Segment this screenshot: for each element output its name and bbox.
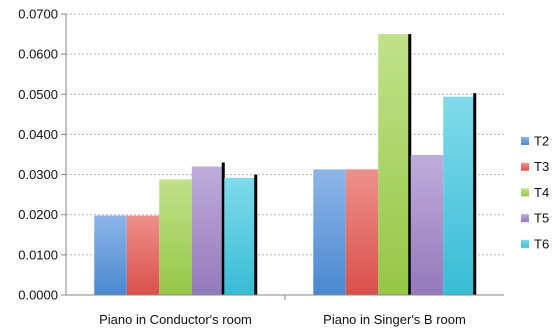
bar-t6-2 (443, 96, 476, 296)
y-tick-label: 0.0100 (18, 247, 58, 262)
bar-t4-1 (159, 179, 192, 295)
legend-label-t5: T5 (534, 211, 549, 226)
bars (94, 34, 477, 296)
legend-swatch-t2 (521, 137, 529, 145)
legend-label-t3: T3 (534, 159, 549, 174)
y-tick-label: 0.0300 (18, 167, 58, 182)
legend-swatch-t4 (521, 188, 529, 197)
bar-t3-1 (126, 215, 160, 295)
bar-t5-2 (410, 154, 444, 295)
legend-label-t4: T4 (534, 185, 549, 200)
y-axis-ticks: 0.0000 0.0100 0.0200 0.0300 0.0400 0.0500 0.06… (18, 7, 66, 303)
x-axis-categories: Piano in Conductor's room Piano in Singer… (99, 312, 466, 327)
axes (65, 14, 504, 300)
legend-swatch-t3 (521, 162, 529, 171)
legend: T2 T3 T4 T5 T6 (521, 134, 549, 251)
legend-swatch-t5 (521, 214, 529, 223)
y-tick-label: 0.0500 (18, 87, 58, 102)
legend-swatch-t6 (521, 239, 529, 248)
bar-t3-2 (345, 169, 379, 295)
x-category-label: Piano in Singer's B room (323, 312, 466, 327)
legend-label-t2: T2 (534, 134, 549, 149)
bar-t5-1 (191, 166, 225, 295)
legend-label-t6: T6 (534, 236, 549, 251)
bar-t4-2 (378, 34, 411, 295)
x-category-label: Piano in Conductor's room (99, 312, 252, 327)
y-tick-label: 0.0000 (18, 288, 58, 303)
y-tick-label: 0.0600 (18, 47, 58, 62)
y-tick-label: 0.0700 (18, 7, 58, 22)
bar-t6-1 (224, 177, 257, 295)
y-tick-label: 0.0400 (18, 127, 58, 142)
bar-t2-1 (94, 215, 127, 295)
bar-t2-2 (313, 169, 346, 295)
y-tick-label: 0.0200 (18, 207, 58, 222)
